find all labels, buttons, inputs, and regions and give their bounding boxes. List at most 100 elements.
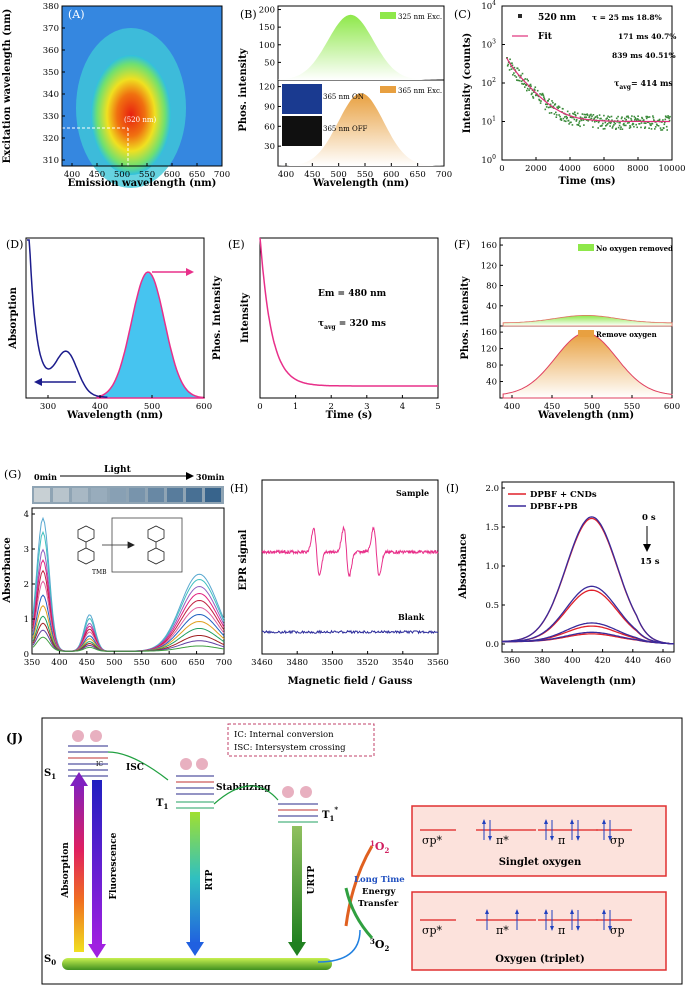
- x-tick-label: 550: [624, 402, 640, 412]
- panel-d-xticks: 300 400 500 600: [40, 395, 212, 412]
- data-point: [568, 113, 571, 115]
- y-tick-label: 160: [481, 328, 497, 338]
- data-point: [600, 117, 602, 120]
- panel-c-xticks: 0 2000 4000 6000 8000 10000: [499, 157, 686, 174]
- panel-e-label: (E): [228, 238, 245, 251]
- vial: [110, 488, 126, 502]
- ic-definition: IC: Internal conversion: [234, 730, 334, 740]
- blank-line: [261, 629, 439, 635]
- legend-cnds-label: DPBF + CNDs: [530, 490, 597, 500]
- rtp-arrow-head: [186, 942, 204, 956]
- data-point: [551, 100, 553, 102]
- absorbance-line: [32, 636, 225, 652]
- absorbance-line: [32, 569, 225, 652]
- dpbf-series: [501, 516, 675, 645]
- data-point: [607, 119, 610, 121]
- data-point: [661, 129, 664, 131]
- data-point: [597, 121, 600, 124]
- x-tick-label: 6000: [593, 164, 615, 174]
- data-point: [622, 123, 625, 126]
- energy-return-arrow: [317, 929, 361, 963]
- data-point: [623, 124, 626, 127]
- spin-head-icon: [488, 836, 492, 841]
- x-tick-label: 600: [383, 170, 399, 180]
- y-tick-label: 0: [24, 650, 29, 660]
- data-point: [586, 113, 588, 115]
- data-point: [518, 79, 521, 82]
- panel-c: 520 nm Fit τ = 25 ms 18.8% 171 ms 40.7% …: [454, 0, 686, 187]
- x-tick-label: 500: [144, 402, 160, 412]
- data-point: [580, 118, 582, 121]
- data-point: [522, 83, 525, 85]
- data-point: [514, 74, 516, 77]
- data-point: [523, 82, 526, 85]
- data-point: [652, 116, 655, 119]
- data-point: [635, 119, 638, 122]
- data-point: [630, 117, 632, 120]
- data-point: [508, 69, 511, 71]
- data-point: [576, 123, 578, 126]
- vial: [129, 488, 145, 502]
- data-point: [608, 116, 611, 118]
- spin-head-icon: [602, 909, 606, 914]
- data-point: [646, 121, 649, 123]
- x-tick-label: 3540: [392, 658, 414, 668]
- data-point: [530, 85, 532, 87]
- data-point: [560, 117, 562, 120]
- data-point: [510, 65, 512, 68]
- spin-head-icon: [485, 909, 489, 914]
- data-point: [648, 127, 650, 129]
- data-point: [593, 118, 595, 121]
- series-no-oxygen-area: [502, 315, 673, 327]
- data-point: [549, 106, 551, 108]
- x-tick-label: 10000: [658, 164, 685, 174]
- data-point: [554, 103, 557, 105]
- series-365nm-area: [278, 93, 444, 166]
- x-tick-label: 0: [499, 164, 504, 174]
- energy-transfer-up-arrow: [344, 845, 374, 927]
- data-point: [612, 125, 614, 128]
- x-tick-label: 4000: [559, 164, 581, 174]
- tau-text: τavg = 320 ms: [318, 319, 386, 331]
- spin-head-icon: [482, 819, 486, 824]
- data-point: [614, 122, 617, 125]
- data-point: [557, 107, 559, 110]
- data-point: [618, 124, 621, 127]
- data-point: [645, 115, 647, 118]
- data-point: [657, 119, 659, 122]
- data-point: [555, 114, 558, 116]
- panel-d: 300 400 500 600 Wavelength (nm) Absorption …: [6, 237, 223, 421]
- data-point: [613, 124, 615, 126]
- x-tick-label: 700: [216, 658, 232, 668]
- isc-label: ISC: [126, 763, 144, 773]
- data-point: [626, 115, 628, 118]
- absorbance-line: [32, 516, 225, 652]
- data-point: [571, 124, 574, 126]
- data-point: [617, 115, 619, 118]
- data-point: [576, 112, 579, 115]
- y-tick-label: 100: [259, 41, 275, 51]
- y-tick-label: 30: [264, 142, 275, 152]
- data-point: [573, 113, 575, 115]
- y-tick-label: 2: [24, 580, 29, 590]
- panel-i-ylabel: Absorbance: [458, 533, 469, 600]
- time-end-label: 15 s: [640, 557, 660, 567]
- data-point: [605, 124, 608, 126]
- panel-d-ylabel-right: Phos. Intensity: [212, 275, 223, 360]
- data-point: [590, 113, 592, 116]
- data-point: [665, 116, 667, 118]
- data-point: [592, 114, 595, 116]
- data-point: [526, 87, 529, 90]
- data-point: [650, 128, 653, 130]
- panel-g-xticks: 350 400 450 500 550 600 650 700: [24, 651, 232, 668]
- data-point: [537, 95, 540, 98]
- data-point: [564, 116, 566, 118]
- data-point: [636, 126, 638, 129]
- data-point: [513, 72, 515, 74]
- data-point: [661, 121, 663, 123]
- absorbance-line: [32, 559, 225, 652]
- panel-g-xlabel: Wavelength (nm): [79, 676, 176, 687]
- data-point: [611, 127, 614, 129]
- inset-on-photo: [282, 84, 322, 114]
- x-tick-label: 650: [189, 170, 205, 180]
